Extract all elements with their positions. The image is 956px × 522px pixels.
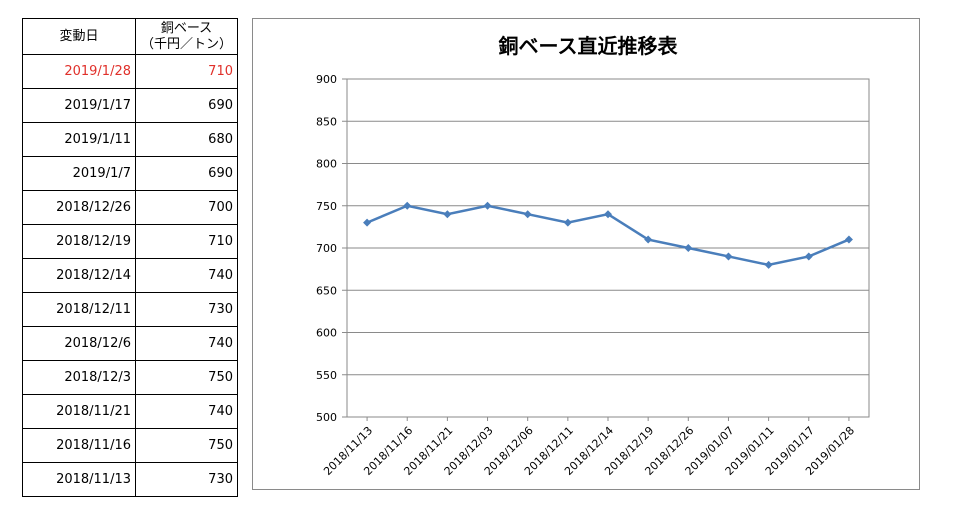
data-point <box>764 260 773 269</box>
row-value: 690 <box>135 88 238 123</box>
row-value: 710 <box>135 224 238 259</box>
y-tick-label: 650 <box>316 284 337 297</box>
row-value: 730 <box>135 462 238 497</box>
y-tick-label: 800 <box>316 158 337 171</box>
table-row: 2018/11/16 750 <box>22 428 238 463</box>
row-value: 710 <box>135 54 238 89</box>
y-tick-label: 500 <box>316 411 337 424</box>
data-point <box>483 201 492 210</box>
table-row: 2019/1/7 690 <box>22 156 238 191</box>
row-date: 2018/12/6 <box>22 326 136 361</box>
data-point <box>523 210 532 219</box>
series-layer <box>363 201 853 269</box>
header-value: 銅ベース （千円／トン） <box>135 18 238 55</box>
data-point <box>844 235 853 244</box>
row-date: 2018/12/14 <box>22 258 136 293</box>
row-date: 2018/11/13 <box>22 462 136 497</box>
x-axis-ticks: 2018/11/132018/11/162018/11/212018/12/03… <box>321 417 857 478</box>
row-value: 750 <box>135 360 238 395</box>
chart-frame: 銅ベース直近推移表 500 550 600 650 700 750 800 850 900 20… <box>252 18 920 490</box>
y-axis-ticks: 500 550 600 650 700 750 800 850 900 <box>316 73 347 424</box>
row-value: 740 <box>135 258 238 293</box>
header-value-line1: 銅ベース <box>160 20 213 36</box>
row-date: 2019/1/11 <box>22 122 136 157</box>
header-value-line2: （千円／トン） <box>140 36 232 52</box>
y-tick-label: 700 <box>316 242 337 255</box>
y-tick-label: 850 <box>316 115 337 128</box>
row-date: 2019/1/17 <box>22 88 136 123</box>
data-point <box>684 244 693 252</box>
table-body: 2019/1/28 710 2019/1/17 690 2019/1/11 680 2019… <box>22 54 238 497</box>
table-header-row: 変動日 銅ベース （千円／トン） <box>22 18 238 55</box>
chart-title: 銅ベース直近推移表 <box>499 34 679 58</box>
row-date: 2019/1/7 <box>22 156 136 191</box>
row-value: 690 <box>135 156 238 191</box>
row-date: 2018/12/3 <box>22 360 136 395</box>
table-row: 2018/12/11 730 <box>22 292 238 327</box>
row-date: 2019/1/28 <box>22 54 136 89</box>
table-row: 2018/12/26 700 <box>22 190 238 225</box>
row-value: 680 <box>135 122 238 157</box>
y-tick-label: 900 <box>316 73 337 86</box>
table-row: 2018/12/3 750 <box>22 360 238 395</box>
data-point <box>563 218 572 227</box>
table-row: 2018/11/13 730 <box>22 462 238 497</box>
data-point <box>604 210 612 219</box>
data-point <box>443 210 452 219</box>
row-date: 2018/11/21 <box>22 394 136 429</box>
row-value: 700 <box>135 190 238 225</box>
row-date: 2018/11/16 <box>22 428 136 463</box>
table-row: 2018/12/14 740 <box>22 258 238 293</box>
table-row: 2018/12/6 740 <box>22 326 238 361</box>
row-value: 750 <box>135 428 238 463</box>
price-table: 変動日 銅ベース （千円／トン） 2019/1/28 710 2019/1/17 69… <box>22 18 238 497</box>
row-value: 730 <box>135 292 238 327</box>
table-row: 2019/1/28 710 <box>22 54 238 89</box>
grid <box>346 78 870 418</box>
row-date: 2018/12/11 <box>22 292 136 327</box>
data-point <box>363 218 372 227</box>
data-point <box>724 252 733 261</box>
table-row: 2019/1/11 680 <box>22 122 238 157</box>
row-date: 2018/12/19 <box>22 224 136 259</box>
row-value: 740 <box>135 394 238 429</box>
y-tick-label: 600 <box>316 327 337 340</box>
table-row: 2018/11/21 740 <box>22 394 238 429</box>
table-row: 2018/12/19 710 <box>22 224 238 259</box>
y-tick-label: 750 <box>316 200 337 213</box>
data-point <box>403 201 412 210</box>
table-row: 2019/1/17 690 <box>22 88 238 123</box>
row-date: 2018/12/26 <box>22 190 136 225</box>
row-value: 740 <box>135 326 238 361</box>
data-point <box>804 252 813 261</box>
data-point <box>644 235 653 244</box>
line-chart: 銅ベース直近推移表 500 550 600 650 700 750 800 850 900 20… <box>316 34 870 478</box>
header-date: 変動日 <box>22 18 136 55</box>
y-tick-label: 550 <box>316 369 337 382</box>
